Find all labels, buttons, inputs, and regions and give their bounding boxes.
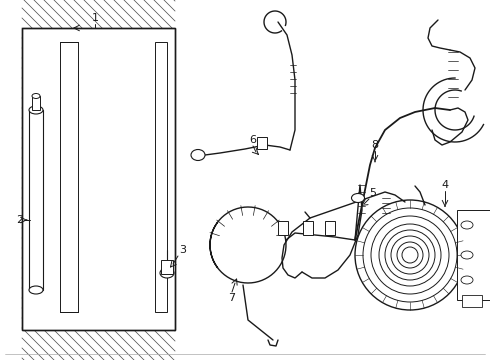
Bar bbox=[257, 137, 267, 149]
Circle shape bbox=[397, 242, 423, 268]
Bar bbox=[155, 42, 167, 312]
Ellipse shape bbox=[461, 276, 473, 284]
Ellipse shape bbox=[351, 194, 365, 202]
Bar bbox=[161, 260, 173, 274]
Circle shape bbox=[402, 247, 418, 263]
Ellipse shape bbox=[160, 268, 174, 278]
Circle shape bbox=[363, 208, 457, 302]
Circle shape bbox=[355, 200, 465, 310]
Text: 2: 2 bbox=[17, 215, 24, 225]
Bar bbox=[60, 42, 78, 312]
Text: 4: 4 bbox=[441, 180, 448, 190]
Ellipse shape bbox=[461, 251, 473, 259]
Ellipse shape bbox=[29, 286, 43, 294]
Circle shape bbox=[385, 230, 435, 280]
Text: 7: 7 bbox=[228, 293, 236, 303]
Circle shape bbox=[379, 224, 441, 286]
Circle shape bbox=[371, 216, 449, 294]
Ellipse shape bbox=[32, 94, 40, 99]
Ellipse shape bbox=[191, 149, 205, 161]
Bar bbox=[457, 210, 490, 300]
Bar bbox=[22, 28, 175, 330]
Bar bbox=[462, 295, 482, 307]
Bar bbox=[303, 221, 313, 235]
Bar bbox=[32, 96, 40, 110]
Ellipse shape bbox=[461, 221, 473, 229]
Text: 6: 6 bbox=[249, 135, 256, 145]
Bar bbox=[22, 28, 175, 330]
Bar bbox=[29, 110, 43, 290]
Text: 3: 3 bbox=[179, 245, 187, 255]
Bar bbox=[325, 221, 335, 235]
Bar bbox=[278, 221, 288, 235]
Text: 8: 8 bbox=[371, 140, 379, 150]
Text: 5: 5 bbox=[369, 188, 376, 198]
Ellipse shape bbox=[29, 106, 43, 114]
Circle shape bbox=[391, 236, 429, 274]
Text: 1: 1 bbox=[92, 13, 98, 23]
